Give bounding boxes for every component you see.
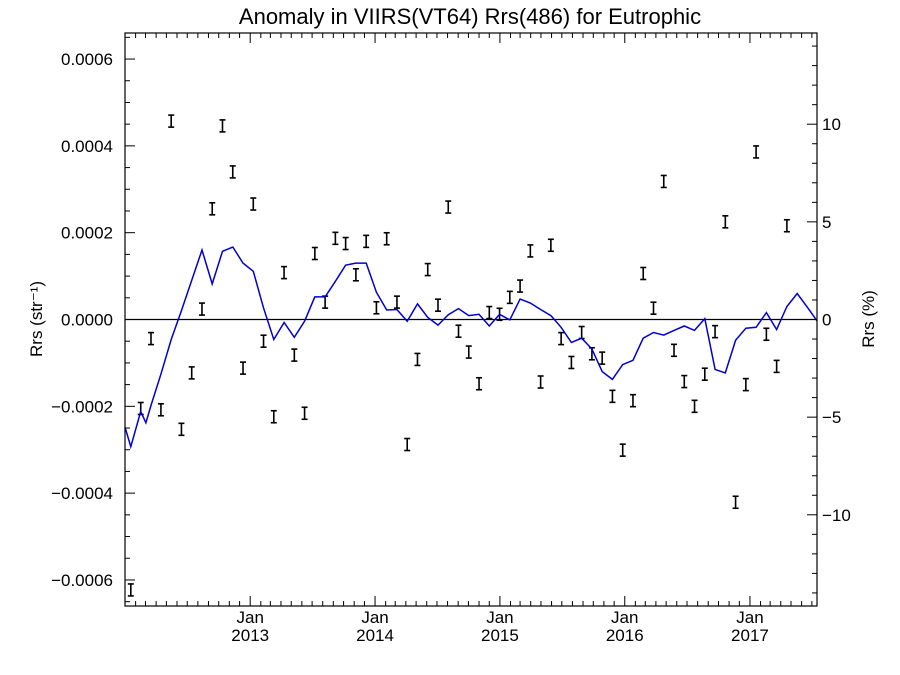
x-tick-label-month: Jan xyxy=(611,608,638,627)
error-bar-point xyxy=(260,334,267,349)
error-bar-point xyxy=(476,376,483,391)
x-tick-label-month: Jan xyxy=(486,608,513,627)
error-bar-point xyxy=(383,231,390,246)
error-bar-point xyxy=(558,331,565,346)
error-bar-point xyxy=(609,389,616,404)
x-tick-label-year: 2015 xyxy=(481,626,519,645)
error-bar-point xyxy=(465,345,472,359)
series-line xyxy=(124,246,818,450)
error-bar-point xyxy=(712,324,719,339)
error-bar-point xyxy=(157,402,164,417)
plot-frame xyxy=(124,32,818,607)
error-bar-point xyxy=(517,279,524,293)
error-bar-point xyxy=(640,266,647,281)
y-tick-label: −0.0006 xyxy=(51,571,113,590)
error-bar-point xyxy=(650,301,657,316)
error-bar-point xyxy=(342,236,349,251)
error-bar-point xyxy=(455,324,462,339)
error-bar-point xyxy=(240,361,247,375)
error-bar-point xyxy=(671,343,678,358)
y-tick-label: 0.0006 xyxy=(61,50,113,69)
error-bar-point xyxy=(311,246,318,261)
chart-title: Anomaly in VIIRS(VT64) Rrs(486) for Eutr… xyxy=(239,4,701,29)
error-bar-point xyxy=(722,215,729,229)
x-tick-label-month: Jan xyxy=(361,608,388,627)
error-bar-point xyxy=(783,218,790,233)
error-bar-point xyxy=(219,119,226,133)
y2-tick-label: −10 xyxy=(822,506,851,525)
x-tick-label-year: 2014 xyxy=(356,626,394,645)
error-bar-point xyxy=(619,443,626,457)
error-bar-point xyxy=(281,265,288,280)
error-bar-point xyxy=(547,238,554,253)
x-tick-label-year: 2017 xyxy=(731,626,769,645)
error-bar-point xyxy=(434,298,441,312)
error-bar-point xyxy=(629,393,636,408)
error-bar-point xyxy=(742,377,749,392)
error-bar-point xyxy=(732,495,739,510)
y2-tick-label: 5 xyxy=(822,213,831,232)
error-bar-point xyxy=(301,406,308,421)
error-bar-point xyxy=(332,231,339,246)
error-bar-point xyxy=(198,302,205,316)
y-tick-label: 0.0000 xyxy=(61,311,113,330)
error-bar-point xyxy=(424,262,431,277)
error-bar-point xyxy=(404,437,411,452)
error-bar-point xyxy=(322,295,329,309)
error-bar-point xyxy=(291,348,298,362)
error-bar-point xyxy=(352,267,359,282)
y2-tick-label: 0 xyxy=(822,311,831,330)
error-bar-point xyxy=(691,399,698,414)
x-tick-label-month: Jan xyxy=(736,608,763,627)
error-bar-point xyxy=(527,244,534,258)
error-bar-point xyxy=(537,375,544,389)
error-bar-point xyxy=(568,355,575,370)
y-tick-label: −0.0002 xyxy=(51,397,113,416)
error-bar-point xyxy=(229,165,236,179)
error-bar-point xyxy=(393,295,400,309)
error-bar-point xyxy=(681,374,688,389)
error-bar-point xyxy=(486,305,493,320)
error-bar-point xyxy=(147,331,154,346)
y-axis-label: Rrs (str⁻¹) xyxy=(27,281,46,357)
error-bar-point xyxy=(168,114,175,128)
error-bar-point xyxy=(363,234,370,249)
y2-tick-label: −5 xyxy=(822,408,841,427)
error-bar-point xyxy=(178,422,185,437)
error-bar-point xyxy=(250,197,257,211)
error-bar-point xyxy=(578,325,585,340)
y-axis-right-label: Rrs (%) xyxy=(859,290,878,348)
error-bar-point xyxy=(773,359,780,374)
error-bar-point xyxy=(209,202,216,216)
y-tick-label: 0.0002 xyxy=(61,224,113,243)
error-bar-point xyxy=(445,200,452,214)
error-bar-point xyxy=(753,145,760,159)
error-bar-point xyxy=(701,367,708,381)
error-bar-point xyxy=(127,583,134,597)
error-bar-point xyxy=(414,352,421,367)
y-tick-label: −0.0004 xyxy=(51,484,113,503)
error-bar-point xyxy=(506,290,513,305)
x-tick-label-year: 2016 xyxy=(606,626,644,645)
error-bar-point xyxy=(373,300,380,315)
error-bar-point xyxy=(270,409,277,424)
x-tick-label-year: 2013 xyxy=(231,626,269,645)
x-tick-label-month: Jan xyxy=(236,608,263,627)
error-bar-point xyxy=(763,327,770,342)
error-bar-point xyxy=(660,174,667,189)
error-bar-point xyxy=(188,366,195,380)
y-tick-label: 0.0004 xyxy=(61,137,113,156)
y2-tick-label: 10 xyxy=(822,115,841,134)
error-bar-point xyxy=(599,351,606,365)
